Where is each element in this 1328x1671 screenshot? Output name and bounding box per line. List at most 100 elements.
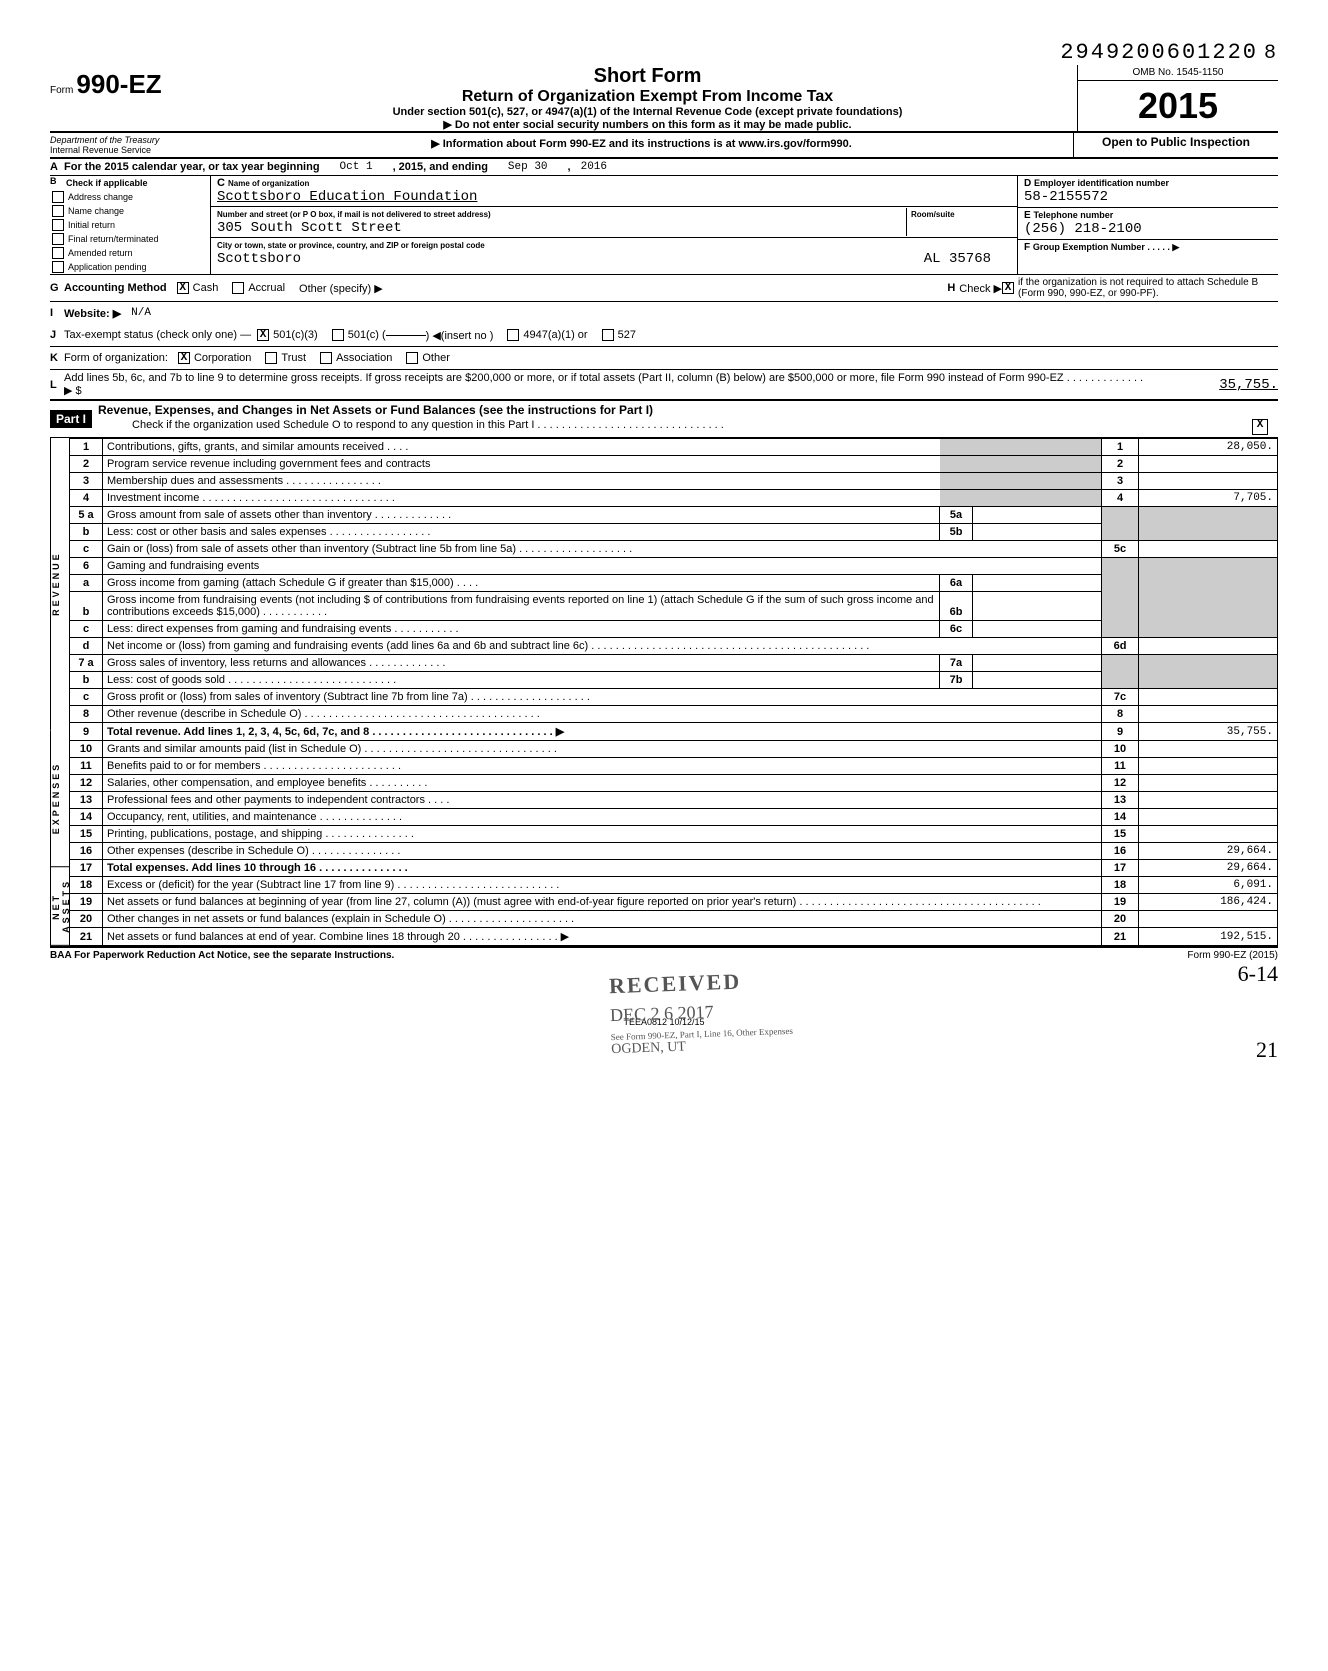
row-i: I Website: ▶ N/A: [50, 302, 1278, 324]
chk-4947[interactable]: [507, 329, 519, 341]
rowa-endyear: 2016: [581, 161, 607, 173]
line-12: 12Salaries, other compensation, and empl…: [70, 775, 1278, 792]
amt-6b: [973, 592, 1102, 621]
part1-title: Revenue, Expenses, and Changes in Net As…: [92, 401, 1278, 419]
chk-trust[interactable]: [265, 352, 277, 364]
part1-header-row: Part I Revenue, Expenses, and Changes in…: [50, 399, 1278, 438]
line-11: 11Benefits paid to or for members . . . …: [70, 758, 1278, 775]
tax-year: 2015: [1078, 81, 1278, 131]
chk-cash[interactable]: X: [177, 282, 189, 294]
amt-8: [1139, 706, 1278, 723]
line-20: 20Other changes in net assets or fund ba…: [70, 911, 1278, 928]
j-o3: 4947(a)(1) or: [523, 329, 587, 341]
dln: 29492006012208: [50, 40, 1278, 65]
row-j: J Tax-exempt status (check only one) — X…: [50, 324, 1278, 347]
title-sub: Return of Organization Exempt From Incom…: [226, 88, 1069, 106]
dln-suffix: 8: [1264, 42, 1278, 65]
amt-19: 186,424.: [1139, 894, 1278, 911]
rowa-begin: Oct 1: [340, 161, 373, 173]
chk-501c3[interactable]: X: [257, 329, 269, 341]
amt-4: 7,705.: [1139, 490, 1278, 507]
line-6: 6Gaming and fundraising events: [70, 558, 1278, 575]
amt-7a: [973, 655, 1102, 672]
amt-5a: [973, 507, 1102, 524]
line-6d: dNet income or (loss) from gaming and fu…: [70, 638, 1278, 655]
amt-3: [1139, 473, 1278, 490]
chk-h[interactable]: X: [1002, 282, 1014, 294]
line-5b: bLess: cost or other basis and sales exp…: [70, 524, 1278, 541]
chk-corporation[interactable]: X: [178, 352, 190, 364]
org-address: 305 South Scott Street: [217, 220, 402, 236]
k-o2: Trust: [281, 352, 306, 364]
j-text: Tax-exempt status (check only one) —: [64, 329, 251, 341]
chk-other-org[interactable]: [406, 352, 418, 364]
check-col-b: BCheck if applicable Address change Name…: [50, 176, 211, 274]
line-7c: cGross profit or (loss) from sales of in…: [70, 689, 1278, 706]
chk-name-change[interactable]: [52, 205, 64, 217]
label-b: B: [50, 176, 64, 190]
line-10: 10Grants and similar amounts paid (list …: [70, 741, 1278, 758]
title-line1: Under section 501(c), 527, or 4947(a)(1)…: [226, 106, 1069, 118]
line-14: 14Occupancy, rent, utilities, and mainte…: [70, 809, 1278, 826]
org-city: Scottsboro: [217, 251, 301, 267]
chk-501c[interactable]: [332, 329, 344, 341]
line-18: 18Excess or (deficit) for the year (Subt…: [70, 877, 1278, 894]
chk-amended-return[interactable]: [52, 247, 64, 259]
l-value: 35,755.: [1148, 377, 1278, 393]
line-5a: 5 aGross amount from sale of assets othe…: [70, 507, 1278, 524]
amt-6d: [1139, 638, 1278, 655]
f-lbl: Group Exemption Number . . . . . ▶: [1033, 242, 1179, 252]
org-name: Scottsboro Education Foundation: [217, 189, 477, 205]
line-4: 4Investment income . . . . . . . . . . .…: [70, 490, 1278, 507]
handwriting-a: 6-14: [1238, 961, 1278, 986]
title-line2: ▶ Do not enter social security numbers o…: [226, 118, 1069, 131]
amt-13: [1139, 792, 1278, 809]
footer-mid: TEEA0812 10/12/15: [50, 1017, 1278, 1027]
line-2: 2Program service revenue including gover…: [70, 456, 1278, 473]
amt-16: 29,664.: [1139, 843, 1278, 860]
row-a: A For the 2015 calendar year, or tax yea…: [50, 159, 1278, 176]
dept2: Internal Revenue Service: [50, 145, 210, 155]
chk-application-pending[interactable]: [52, 261, 64, 273]
k-o1: Corporation: [194, 352, 251, 364]
chk-lbl-0: Address change: [68, 192, 133, 202]
title-line3: ▶ Information about Form 990-EZ and its …: [210, 133, 1073, 157]
chk-association[interactable]: [320, 352, 332, 364]
amt-9: 35,755.: [1139, 723, 1278, 741]
form-number: 990-EZ: [76, 69, 161, 99]
rowa-end: Sep 30: [508, 161, 548, 173]
line-7a: 7 aGross sales of inventory, less return…: [70, 655, 1278, 672]
chk-527[interactable]: [602, 329, 614, 341]
chk-address-change[interactable]: [52, 191, 64, 203]
rowa-text2: , 2015, and ending: [393, 161, 488, 173]
amt-5c: [1139, 541, 1278, 558]
netassets-label: NET ASSETS: [50, 867, 69, 946]
chk-final-return[interactable]: [52, 233, 64, 245]
line-7b: bLess: cost of goods sold . . . . . . . …: [70, 672, 1278, 689]
form-prefix: Form: [50, 85, 73, 96]
part1-body: REVENUE EXPENSES NET ASSETS 1Contributio…: [50, 438, 1278, 946]
d-lbl: Employer identification number: [1034, 178, 1169, 188]
amt-15: [1139, 826, 1278, 843]
amt-12: [1139, 775, 1278, 792]
part1-schedo: Check if the organization used Schedule …: [132, 419, 1252, 435]
footer-right: Form 990-EZ (2015): [1187, 950, 1278, 961]
chk-lbl-4: Amended return: [68, 248, 133, 258]
form-header: Form 990-EZ Short Form Return of Organiz…: [50, 65, 1278, 133]
line-8: 8Other revenue (describe in Schedule O) …: [70, 706, 1278, 723]
j-o4: 527: [618, 329, 636, 341]
dept-row: Department of the Treasury Internal Reve…: [50, 133, 1278, 159]
row-k: K Form of organization: X Corporation Tr…: [50, 347, 1278, 370]
i-text: Website: ▶: [64, 307, 121, 320]
label-j: J: [50, 329, 64, 341]
chk-schedo[interactable]: X: [1252, 419, 1268, 435]
c-addr-lbl: Number and street (or P O box, if mail i…: [217, 210, 491, 219]
chk-initial-return[interactable]: [52, 219, 64, 231]
line-19: 19Net assets or fund balances at beginni…: [70, 894, 1278, 911]
amt-7c: [1139, 689, 1278, 706]
row-l: L Add lines 5b, 6c, and 7b to line 9 to …: [50, 370, 1278, 399]
chk-accrual[interactable]: [232, 282, 244, 294]
amt-2: [1139, 456, 1278, 473]
j-o2: 501(c) (: [348, 329, 386, 341]
k-text: Form of organization:: [64, 352, 168, 364]
